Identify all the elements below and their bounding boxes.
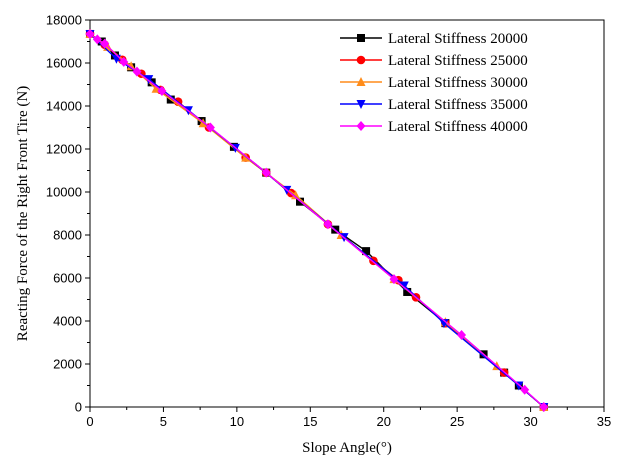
series-5 — [85, 28, 549, 412]
data-point — [144, 75, 154, 85]
data-point — [85, 28, 95, 39]
data-point — [403, 287, 412, 296]
data-point — [514, 381, 524, 391]
data-point — [92, 34, 102, 45]
legend-item: Lateral Stiffness 25000 — [340, 53, 528, 69]
data-point — [132, 66, 142, 77]
legend-item: Lateral Stiffness 35000 — [340, 97, 528, 113]
legend-label: Lateral Stiffness 40000 — [388, 119, 528, 135]
data-point — [520, 384, 530, 395]
y-tick-label: 4000 — [53, 314, 82, 329]
data-point — [126, 61, 136, 71]
x-tick-label: 35 — [597, 414, 611, 429]
y-tick-label: 12000 — [46, 142, 82, 157]
x-tick-label: 0 — [86, 414, 93, 429]
y-tick-label: 0 — [75, 400, 82, 415]
legend-marker — [356, 55, 366, 65]
x-tick-label: 15 — [303, 414, 317, 429]
legend-marker — [356, 77, 366, 86]
legend-marker — [357, 34, 365, 42]
data-point — [399, 281, 409, 291]
y-tick-label: 10000 — [46, 185, 82, 200]
data-point — [539, 402, 549, 412]
x-tick-label: 30 — [523, 414, 537, 429]
legend-label: Lateral Stiffness 30000 — [388, 75, 528, 91]
data-point — [457, 329, 467, 340]
legend-label: Lateral Stiffness 20000 — [388, 31, 528, 47]
legend-item: Lateral Stiffness 40000 — [340, 119, 528, 135]
data-point — [362, 247, 371, 256]
data-point — [205, 122, 215, 133]
y-tick-label: 16000 — [46, 56, 82, 71]
legend-item: Lateral Stiffness 20000 — [340, 31, 528, 47]
data-point — [119, 56, 129, 67]
x-tick-label: 20 — [376, 414, 390, 429]
y-axis-title: Reacting Force of the Right Front Tire (… — [15, 86, 31, 341]
data-point — [439, 319, 449, 329]
legend-label: Lateral Stiffness 35000 — [388, 97, 528, 113]
x-tick-label: 10 — [230, 414, 244, 429]
data-point — [389, 274, 399, 285]
data-point — [157, 85, 167, 96]
data-point — [100, 38, 110, 49]
series-layer — [85, 28, 549, 412]
y-tick-label: 8000 — [53, 228, 82, 243]
data-point — [323, 219, 333, 230]
data-point — [261, 167, 271, 178]
y-tick-label: 2000 — [53, 357, 82, 372]
y-axis: 0 2000 4000 6000 8000 10000 12000 14000 16000 180… — [46, 13, 90, 415]
legend-marker — [356, 100, 366, 109]
data-point — [291, 190, 301, 200]
y-tick-label: 18000 — [46, 13, 82, 28]
x-axis: 0 5 10 15 20 25 30 35 — [86, 407, 611, 429]
x-axis-title: Slope Angle(°) — [302, 440, 392, 456]
x-tick-label: 5 — [160, 414, 167, 429]
legend-item: Lateral Stiffness 30000 — [340, 75, 528, 91]
y-tick-label: 14000 — [46, 99, 82, 114]
legend-label: Lateral Stiffness 25000 — [388, 53, 528, 69]
y-tick-label: 6000 — [53, 271, 82, 286]
x-tick-label: 25 — [450, 414, 464, 429]
legend: Lateral Stiffness 20000 Lateral Stiffness… — [340, 31, 528, 135]
legend-marker — [356, 121, 366, 131]
